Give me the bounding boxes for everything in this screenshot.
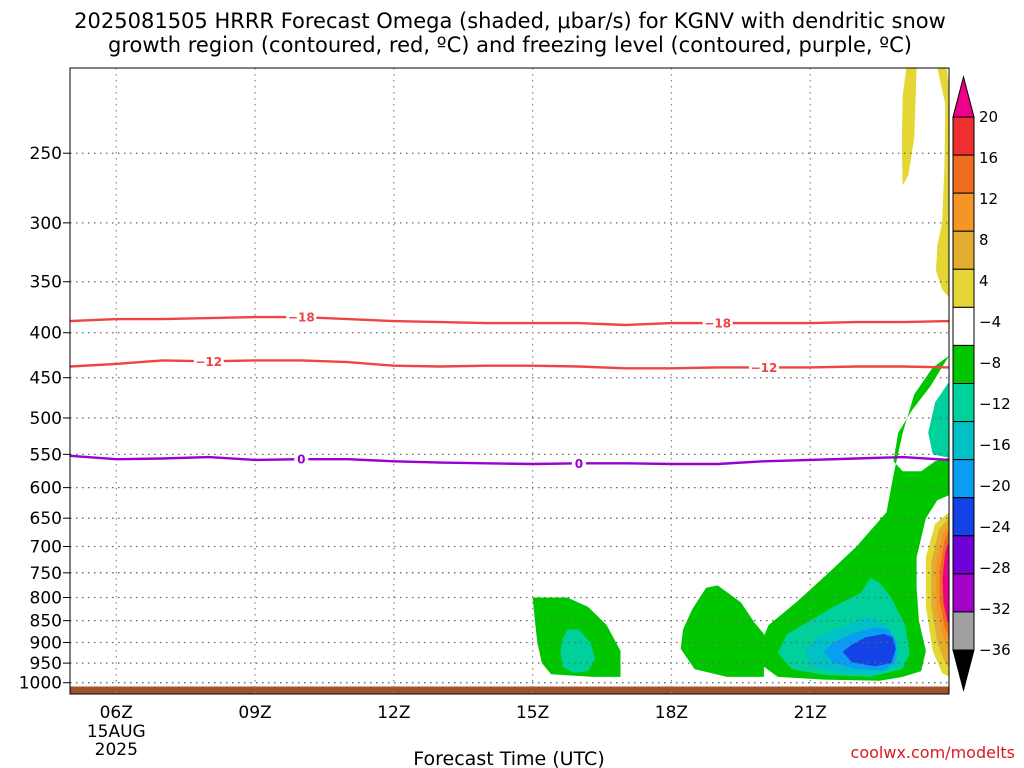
x-tick-label: 12Z: [377, 703, 410, 723]
colorbar-segment: [952, 268, 975, 308]
y-tick-label: 900: [30, 633, 62, 653]
contour-label-bg: [571, 456, 586, 471]
grid-lines: [70, 68, 949, 694]
omega-region-15: [942, 541, 949, 626]
y-tick-label: 850: [30, 612, 62, 632]
colorbar-label: −28: [979, 559, 1011, 577]
x-tick-date-label: 15AUG: [87, 722, 146, 742]
colorbar-label: −36: [979, 641, 1011, 659]
contour-label-bg: [193, 354, 224, 369]
colorbar-label: 16: [979, 149, 998, 167]
y-tick-label: 400: [30, 324, 62, 344]
contour-label: 0: [297, 453, 305, 467]
colorbar-segment: [952, 230, 975, 270]
y-tick-label: 300: [30, 214, 62, 234]
colorbar-label: −8: [979, 354, 1001, 372]
contour-label-bg: [702, 316, 733, 331]
omega-region-0: [901, 68, 917, 186]
colorbar-segment: [952, 535, 975, 575]
colorbar-label: 12: [979, 190, 998, 208]
colorbar-segment: [952, 421, 975, 461]
y-tick-label: 450: [30, 369, 62, 389]
y-axis-ticks: 2503003504004505005506006507007508008509…: [19, 144, 70, 694]
colorbar-segment: [952, 344, 975, 384]
colorbar-segment: [952, 116, 975, 156]
ground-bar: [70, 686, 949, 694]
y-tick-label: 700: [30, 537, 62, 557]
omega-region-10: [842, 633, 896, 667]
y-tick-label: 1000: [19, 674, 62, 694]
plot-frame: [69, 67, 950, 695]
y-tick-label: 350: [30, 273, 62, 293]
omega-region-4: [680, 585, 764, 677]
colorbar-segment: [952, 573, 975, 613]
colorbar-label: 8: [979, 231, 989, 249]
y-tick-label: 600: [30, 479, 62, 499]
colorbar-label: −32: [979, 600, 1011, 618]
omega-region-3: [560, 629, 596, 673]
colorbar-segment: [952, 459, 975, 499]
x-tick-label: 06Z: [100, 703, 133, 723]
colorbar-segment: [952, 154, 975, 194]
contour-label: −12: [751, 361, 778, 375]
contour-label: −18: [704, 317, 731, 331]
y-tick-label: 500: [30, 409, 62, 429]
y-tick-label: 550: [30, 445, 62, 465]
x-tick-label: 18Z: [655, 703, 688, 723]
colorbar-label: −4: [979, 313, 1001, 331]
contour-label: −12: [195, 355, 222, 369]
x-tick-label: 09Z: [238, 703, 271, 723]
colorbar-segment: [952, 611, 975, 651]
x-axis-label: Forecast Time (UTC): [413, 748, 604, 768]
omega-region-1: [936, 68, 949, 298]
colorbar-label: 20: [979, 108, 998, 126]
x-tick-label: 15Z: [516, 703, 549, 723]
chart-title-line-1: 2025081505 HRRR Forecast Omega (shaded, …: [74, 9, 946, 33]
contour-label: 0: [575, 457, 583, 471]
colorbar-segment: [952, 497, 975, 537]
contour-label-bg: [748, 360, 779, 375]
contour-label-bg: [286, 310, 317, 325]
omega-shading: [532, 68, 949, 681]
y-tick-label: 650: [30, 509, 62, 529]
credit-text: coolwx.com/modelts: [851, 743, 1015, 762]
colorbar-label: −16: [979, 436, 1011, 454]
y-tick-label: 950: [30, 654, 62, 674]
colorbar-segment: [952, 383, 975, 423]
y-tick-label: 250: [30, 144, 62, 164]
contour-line: [70, 454, 949, 466]
colorbar-label: −24: [979, 518, 1011, 536]
contour-label: −18: [288, 311, 315, 325]
colorbar-segment: [952, 306, 975, 346]
omega-region-5: [759, 355, 949, 681]
temperature-contours: −18 −18 −12 −12 0 0: [70, 310, 949, 471]
colorbar-label: −20: [979, 477, 1011, 495]
colorbar-bottom-triangle: [952, 649, 975, 692]
colorbar-top-triangle: [952, 75, 975, 118]
chart-title-line-2: growth region (contoured, red, ºC) and f…: [108, 33, 912, 57]
colorbar: 20 16 12 8 4 −4 −8 −12 −16 −20 −24 −28 −32 −36: [952, 75, 1011, 692]
colorbar-segment: [952, 192, 975, 232]
colorbar-label: 4: [979, 272, 989, 290]
y-tick-label: 750: [30, 564, 62, 584]
y-tick-label: 800: [30, 588, 62, 608]
contour-label-bg: [294, 452, 309, 467]
x-tick-label: 21Z: [794, 703, 827, 723]
contour-line: [70, 315, 949, 327]
x-tick-date-label: 2025: [95, 740, 138, 760]
omega-region-6: [928, 381, 949, 458]
colorbar-label: −12: [979, 395, 1011, 413]
